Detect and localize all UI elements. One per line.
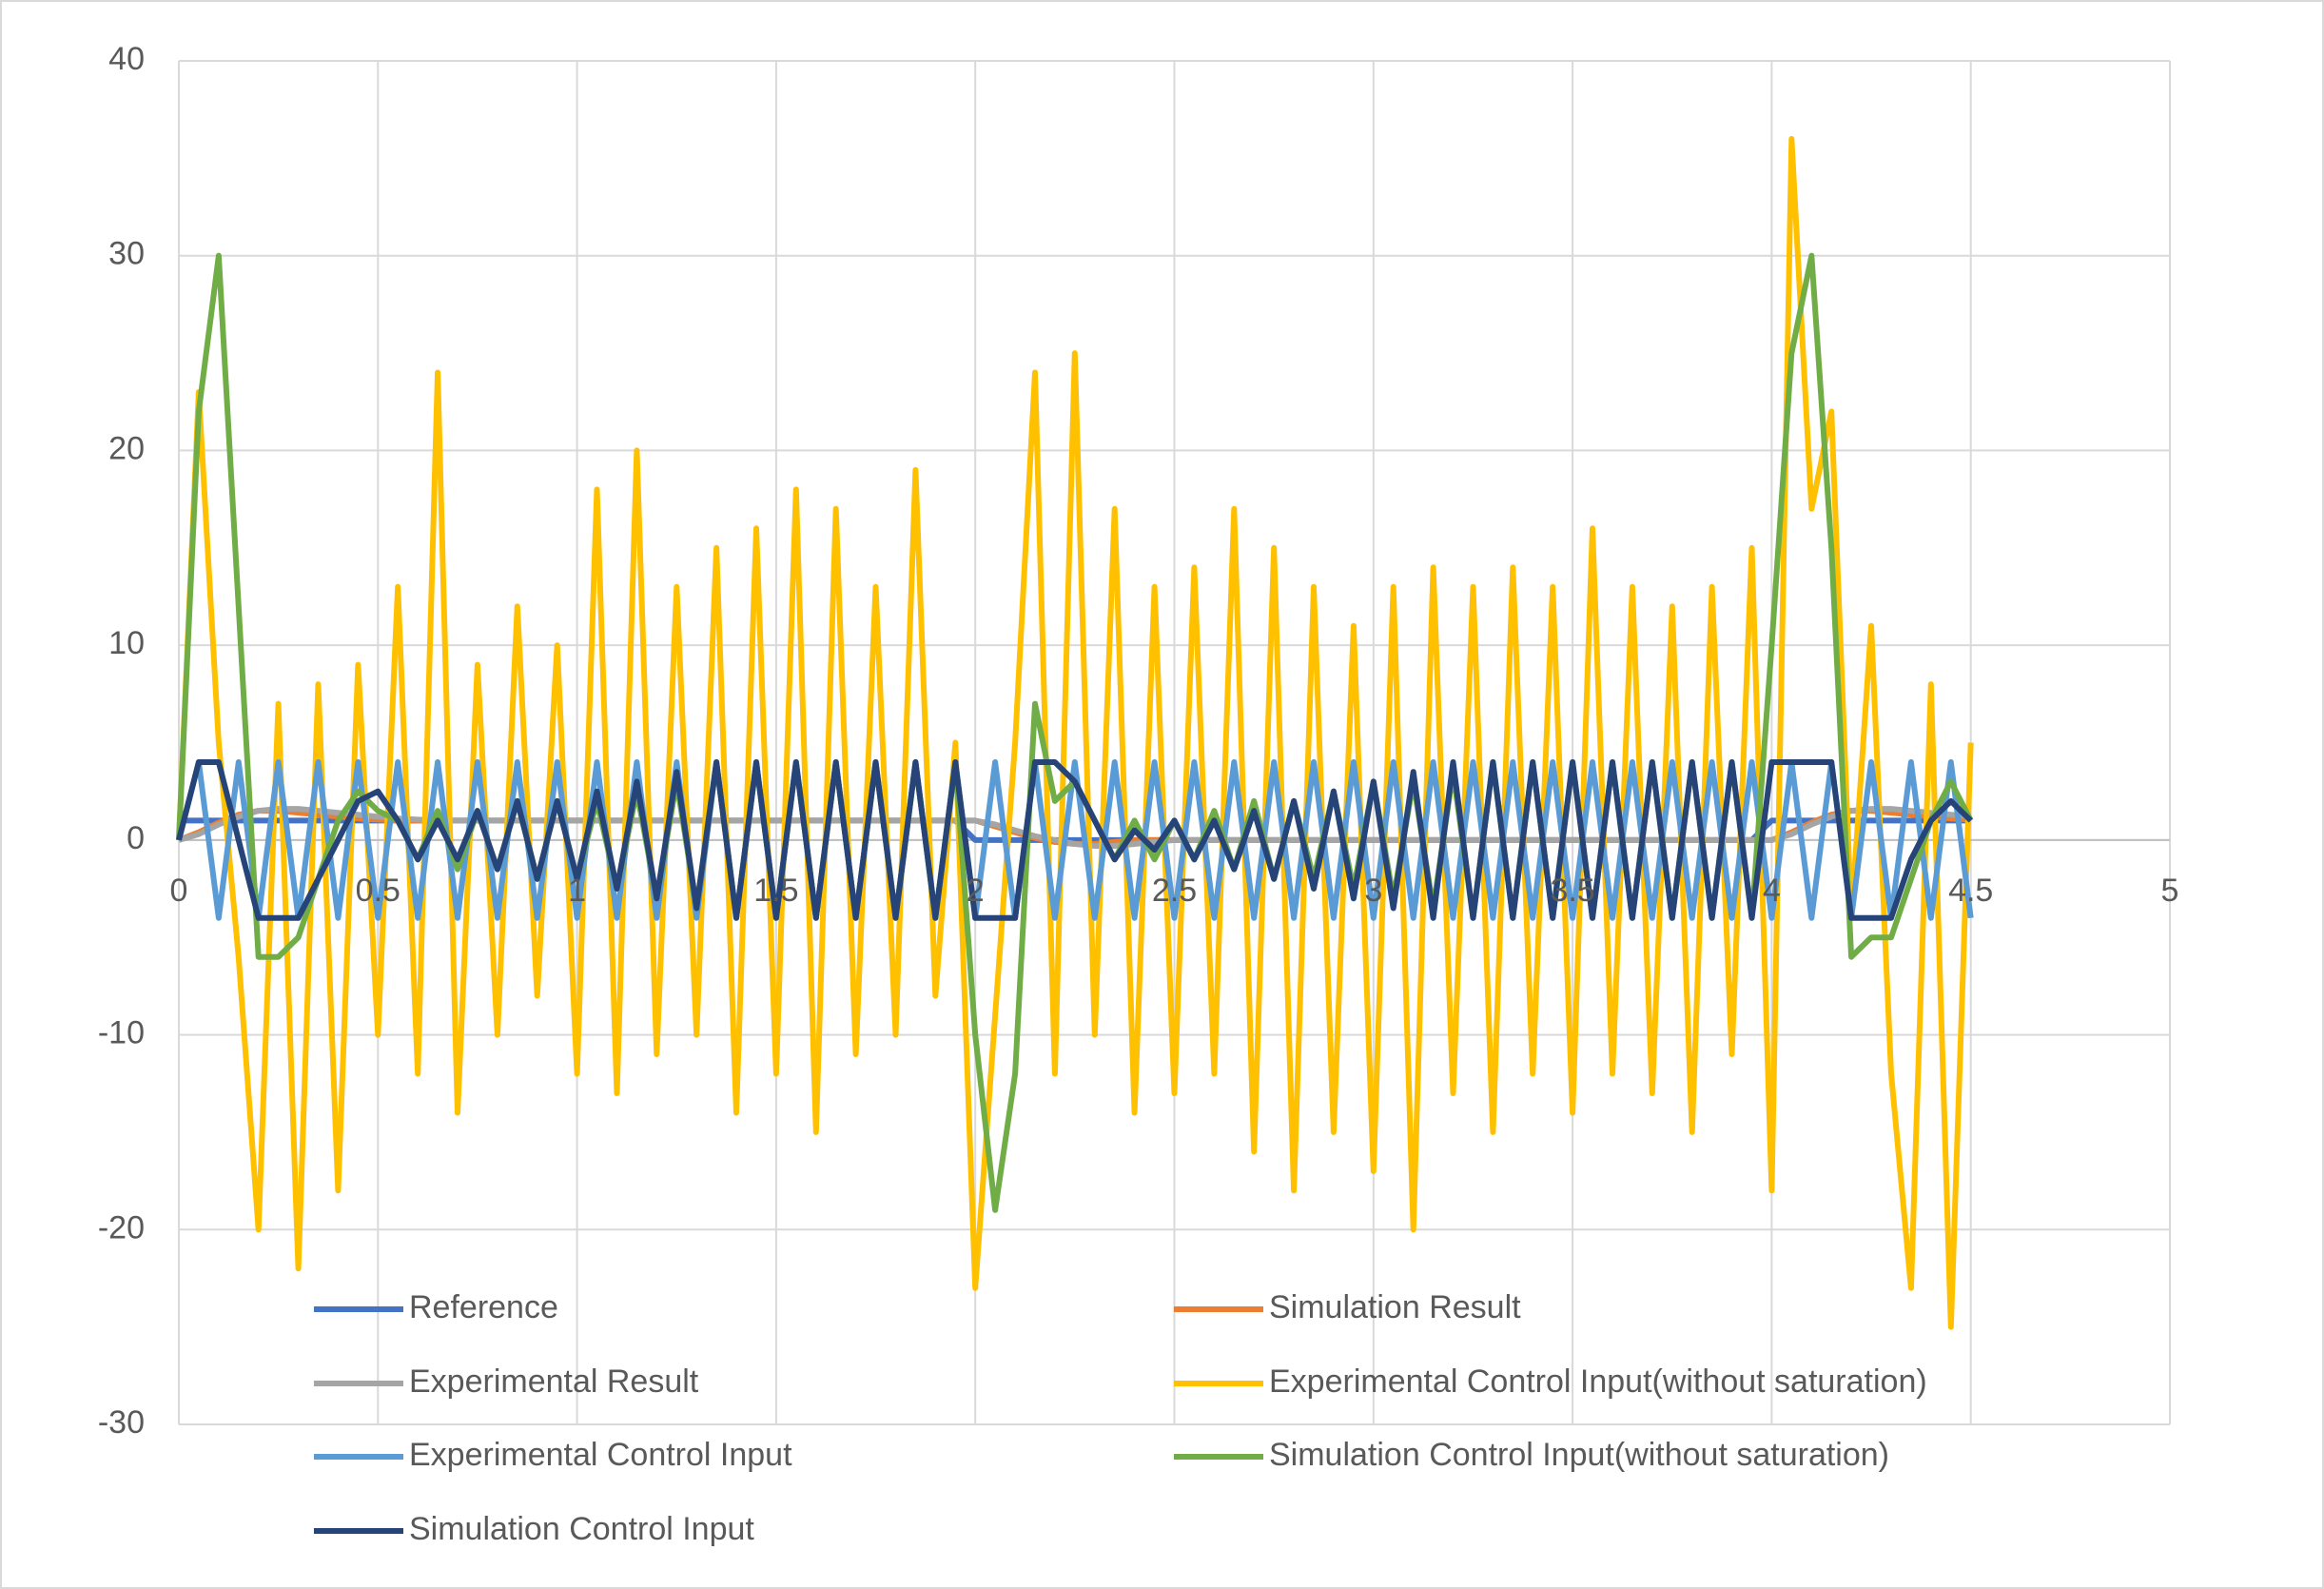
series-line (178, 806, 1971, 849)
legend-label: Experimental Control Input (409, 1437, 792, 1473)
x-tick-label: 1 (568, 873, 586, 909)
legend-label: Reference (409, 1289, 558, 1325)
y-tick-label: 10 (108, 625, 145, 661)
legend-label: Simulation Control Input (409, 1511, 754, 1547)
y-tick-label: -10 (98, 1015, 145, 1051)
legend-label: Experimental Result (409, 1363, 699, 1400)
x-tick-label: 3 (1364, 873, 1382, 909)
x-tick-label: 0 (170, 873, 188, 909)
series-line (176, 759, 1974, 921)
x-tick-label: 2 (967, 873, 985, 909)
series-line (176, 135, 1974, 1330)
x-tick-label: 3.5 (1550, 873, 1594, 909)
x-tick-label: 4.5 (1948, 873, 1993, 909)
x-tick-label: 0.5 (356, 873, 400, 909)
y-tick-label: 20 (108, 430, 145, 466)
y-tick-label: 30 (108, 236, 145, 272)
y-tick-label: 0 (127, 820, 145, 856)
x-tick-label: 1.5 (753, 873, 798, 909)
x-tick-label: 4 (1763, 873, 1781, 909)
y-tick-label: -20 (98, 1209, 145, 1246)
legend-label: Simulation Control Input(without saturat… (1269, 1437, 1889, 1473)
x-tick-label: 5 (2161, 873, 2179, 909)
legend-label: Experimental Control Input(without satur… (1269, 1363, 1927, 1400)
y-tick-label: 40 (108, 41, 145, 77)
legend-label: Simulation Result (1269, 1289, 1521, 1325)
series-line (176, 759, 1973, 921)
y-tick-label: -30 (98, 1404, 145, 1441)
x-tick-label: 2.5 (1152, 873, 1197, 909)
